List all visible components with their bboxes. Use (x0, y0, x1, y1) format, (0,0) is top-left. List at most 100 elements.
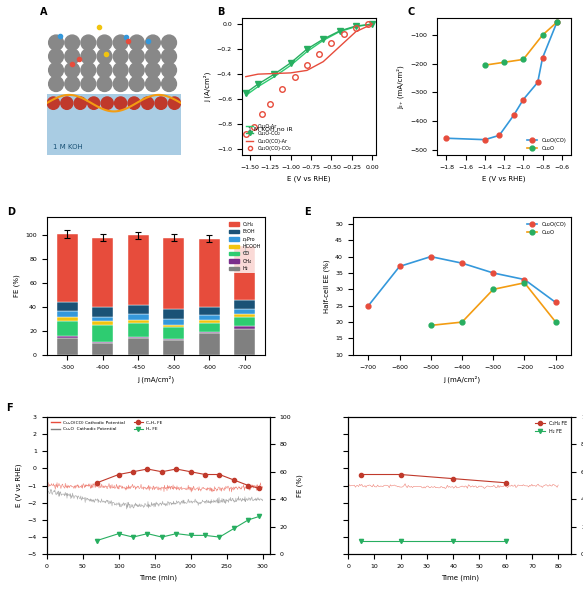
C₂H₄ FE (144, 465, 151, 473)
H₂ FE (358, 537, 365, 544)
Circle shape (61, 97, 73, 109)
Cu₂O  Cathodic Potential (161, 501, 168, 508)
H₂ FE (202, 532, 209, 539)
C₂H₄ FE (358, 471, 365, 478)
Cu₂O (553, 18, 560, 26)
Cu₂O-Ar (352, 23, 359, 30)
Cu₂O-Ar (304, 48, 311, 55)
Cu₂O(CO)-Ar (243, 73, 250, 80)
Circle shape (161, 63, 177, 77)
Text: D: D (8, 207, 15, 216)
H₂ FE (255, 513, 262, 520)
Cu₂O(CO) Cathodic Potential (44, 479, 51, 486)
Bar (128, 337, 149, 338)
Bar (234, 328, 255, 355)
Bar (199, 320, 220, 322)
Bar (234, 316, 255, 326)
Bar (163, 339, 184, 340)
Cu₂O  Cathodic Potential (221, 499, 228, 506)
Bar (163, 327, 184, 339)
Y-axis label: FE (%): FE (%) (297, 474, 303, 497)
Cu₂O (501, 59, 508, 66)
Cu₂O (490, 285, 497, 293)
Text: E: E (304, 207, 311, 216)
Legend: Cu₂O(CO), Cu₂O: Cu₂O(CO), Cu₂O (525, 136, 568, 153)
Bar (128, 305, 149, 314)
Cu₂O-CO₂ (319, 36, 326, 43)
Circle shape (146, 63, 160, 77)
Bar (199, 315, 220, 320)
X-axis label: Time (min): Time (min) (139, 575, 177, 581)
Cu₂O(CO)-CO₂ (315, 51, 322, 58)
C₂H₄ FE (449, 475, 456, 482)
Cu₂O(CO) (490, 269, 497, 277)
Y-axis label: E (V vs RHE): E (V vs RHE) (16, 464, 22, 507)
C₂H₄ FE (216, 471, 223, 478)
Cu₂O(CO)-Ar (287, 69, 294, 76)
Y-axis label: FE (%): FE (%) (13, 275, 20, 297)
Circle shape (47, 97, 59, 109)
Y-axis label: j (A/cm²): j (A/cm²) (204, 72, 211, 102)
Bar (199, 332, 220, 333)
C₂H₄ FE (173, 465, 180, 473)
Circle shape (155, 97, 167, 109)
C₂H₄ FE (93, 479, 100, 486)
Cu₂O (459, 318, 466, 325)
Cu₂O  Cathodic Potential (255, 496, 262, 504)
C₂H₄ FE (202, 471, 209, 478)
Cu₂O(CO) Cathodic Potential (221, 484, 228, 491)
Bar (199, 307, 220, 315)
Cu₂O-CO₂ (368, 20, 375, 27)
Bar (128, 314, 149, 320)
Cu₂O(CO) (510, 111, 517, 119)
Cu₂O-CO₂ (304, 45, 311, 52)
Bar (163, 309, 184, 319)
Cu₂O-CO₂ (255, 80, 262, 88)
Bar (234, 246, 255, 300)
Cu₂O-CO₂ (352, 23, 359, 30)
H₂ FE (144, 530, 151, 537)
Cu₂O-Ar (243, 92, 250, 99)
C₂H₄ FE (129, 468, 136, 476)
Circle shape (101, 97, 113, 109)
C₂H₄ FE (159, 468, 166, 476)
Line: C₂H₄ FE: C₂H₄ FE (95, 467, 261, 491)
Cu₂O(CO) Cathodic Potential (259, 483, 266, 490)
Cu₂O(CO) (427, 253, 434, 260)
Cu₂O (539, 32, 546, 39)
C₂H₄ FE (245, 482, 252, 489)
Bar (57, 321, 78, 336)
X-axis label: E (V vs RHE): E (V vs RHE) (287, 176, 331, 182)
Cu₂O  Cathodic Potential (148, 499, 155, 506)
Bar (163, 340, 184, 355)
Cu₂O-CO₂ (271, 70, 278, 77)
Circle shape (113, 63, 128, 77)
Legend: Cu₂O-Ar, Cu₂O-CO₂, Cu₂O(CO)-Ar, Cu₂O(CO)-CO₂: Cu₂O-Ar, Cu₂O-CO₂, Cu₂O(CO)-Ar, Cu₂O(CO)… (244, 122, 293, 153)
Circle shape (129, 49, 144, 64)
Bar (163, 325, 184, 327)
Circle shape (113, 35, 128, 50)
Cu₂O  Cathodic Potential (123, 505, 130, 513)
Bar (128, 320, 149, 322)
Cu₂O-Ar (271, 73, 278, 80)
Cu₂O(CO) (496, 132, 503, 139)
Line: Cu₂O(CO): Cu₂O(CO) (366, 254, 558, 308)
Cu₂O  Cathodic Potential (147, 502, 154, 510)
Bar (57, 316, 78, 321)
Circle shape (87, 97, 100, 109)
Circle shape (97, 49, 112, 64)
C₂H₄ FE (397, 471, 404, 478)
C₂H₄ FE (502, 479, 509, 486)
Circle shape (129, 63, 144, 77)
Cu₂O(CO)-CO₂ (243, 131, 250, 138)
Cu₂O(CO)-CO₂ (267, 101, 274, 108)
Cu₂O(CO)-CO₂ (259, 111, 266, 118)
Cu₂O (427, 322, 434, 329)
Bar (92, 321, 113, 325)
Cu₂O-Ar (368, 20, 375, 27)
C₂H₄ FE (255, 485, 262, 492)
Circle shape (65, 35, 80, 50)
Cu₂O(CO)-CO₂ (251, 123, 258, 131)
Line: C₂H₄ FE: C₂H₄ FE (359, 473, 508, 485)
FancyBboxPatch shape (47, 94, 181, 156)
